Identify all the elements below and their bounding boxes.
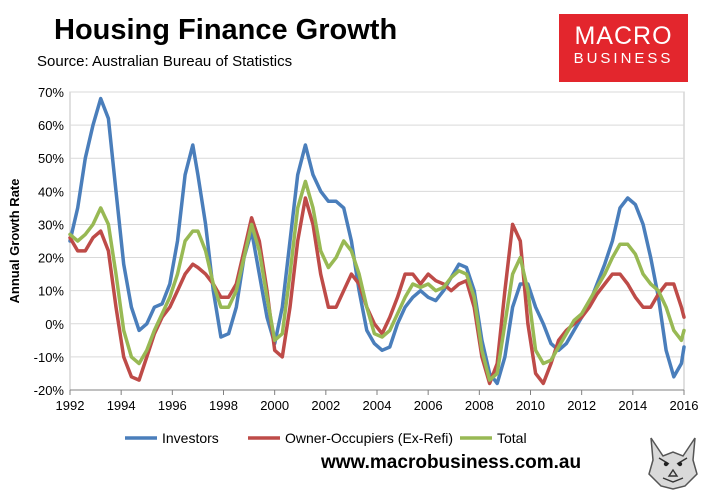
y-tick-label: -10%	[34, 350, 65, 365]
x-tick-label: 2012	[567, 398, 596, 413]
x-tick-label: 2008	[465, 398, 494, 413]
x-tick-label: 1994	[107, 398, 136, 413]
legend-label-0: Investors	[162, 430, 219, 446]
y-tick-label: 50%	[38, 151, 64, 166]
legend-label-2: Total	[497, 430, 527, 446]
y-tick-label: 20%	[38, 251, 64, 266]
y-tick-label: 30%	[38, 217, 64, 232]
logo-line-macro: MACRO	[574, 22, 673, 50]
macrobusiness-logo: MACRO BUSINESS	[559, 14, 688, 82]
y-tick-label: 70%	[38, 85, 64, 100]
x-tick-label: 2004	[363, 398, 392, 413]
legend: Investors Owner-Occupiers (Ex-Refi) Total	[125, 430, 527, 446]
y-tick-label: 0%	[45, 317, 64, 332]
y-axis-label: Annual Growth Rate	[7, 179, 22, 304]
wolf-icon	[648, 437, 698, 490]
website-url[interactable]: www.macrobusiness.com.au	[321, 452, 582, 473]
series-lines	[68, 96, 686, 386]
x-axis-ticks: 1992 1994 1996 1998 2000 2002 2004 2006 2008 2010…	[56, 390, 699, 413]
x-tick-label: 1992	[56, 398, 85, 413]
logo-line-business: BUSINESS	[573, 50, 674, 67]
x-tick-label: 2006	[414, 398, 443, 413]
y-tick-label: 40%	[38, 184, 64, 199]
x-tick-label: 1996	[158, 398, 187, 413]
plot-area	[69, 91, 685, 391]
y-tick-label: 60%	[38, 118, 64, 133]
y-tick-label: -20%	[34, 383, 65, 398]
x-tick-label: 2014	[618, 398, 647, 413]
y-tick-label: 10%	[38, 284, 64, 299]
page-subtitle: Source: Australian Bureau of Statistics	[37, 53, 293, 70]
x-tick-label: 1998	[209, 398, 238, 413]
series-line-1	[68, 196, 686, 386]
x-tick-label: 2016	[670, 398, 699, 413]
y-axis-ticks: -20% -10% 0% 10% 20% 30% 40% 50% 60% 70%	[34, 85, 65, 398]
legend-label-1: Owner-Occupiers (Ex-Refi)	[285, 430, 453, 446]
x-tick-label: 2002	[311, 398, 340, 413]
page-title: Housing Finance Growth	[54, 14, 398, 46]
x-tick-label: 2000	[260, 398, 289, 413]
series-line-2	[68, 179, 686, 382]
x-tick-label: 2010	[516, 398, 545, 413]
